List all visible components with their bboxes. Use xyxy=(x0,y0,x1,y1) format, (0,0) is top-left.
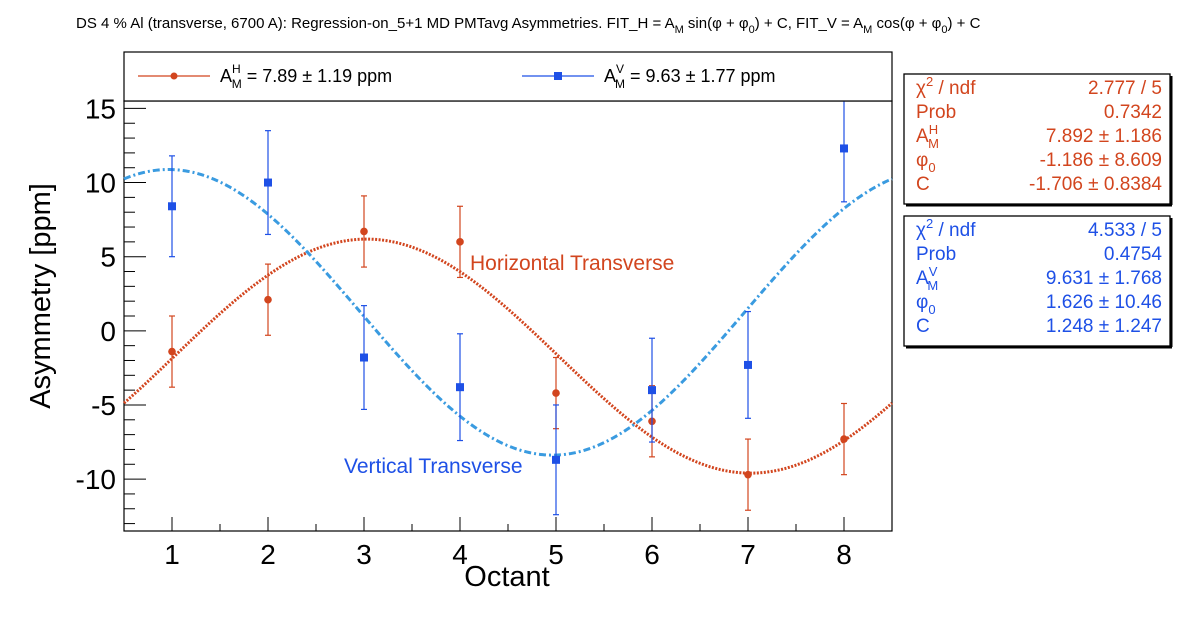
stats-label: C xyxy=(916,316,930,337)
fit-curve-horizontal xyxy=(123,237,893,475)
stats-value: 1.248 ± 1.247 xyxy=(1046,316,1162,337)
stats-label: φ0 xyxy=(916,292,936,317)
stats-box-v-frame xyxy=(903,215,1171,347)
chart-title: DS 4 % Al (transverse, 6700 A): Regressi… xyxy=(76,15,981,36)
stats-label: C xyxy=(916,174,930,195)
fit-curve-vertical xyxy=(123,168,893,457)
point-horizontal xyxy=(360,227,368,236)
point-vertical xyxy=(360,353,368,362)
legend-v-marker xyxy=(554,72,562,80)
y-tick-label: 15 xyxy=(85,93,116,124)
stats-value: 4.533 / 5 xyxy=(1088,220,1162,241)
y-tick-label: -5 xyxy=(91,390,116,421)
point-horizontal xyxy=(552,389,560,397)
stats-label: φ0 xyxy=(916,150,936,175)
stats-value: 0.7342 xyxy=(1104,102,1162,123)
stats-value: -1.706 ± 0.8384 xyxy=(1029,174,1162,195)
point-horizontal xyxy=(456,238,464,246)
point-vertical xyxy=(744,360,752,369)
x-tick-label: 3 xyxy=(356,539,372,570)
x-tick-label: 1 xyxy=(164,539,180,570)
stats-label: χ2 / ndf xyxy=(916,216,976,241)
x-axis-title: Octant xyxy=(464,561,549,593)
stats-value: 9.631 ± 1.768 xyxy=(1046,268,1162,289)
point-vertical xyxy=(840,144,848,153)
point-vertical xyxy=(264,178,272,187)
axes: 1 2 3 4 5 6 7 8 -10 -5 0 5 10 15 xyxy=(76,93,893,570)
x-tick-label: 8 xyxy=(836,539,852,570)
stats-label: χ2 / ndf xyxy=(916,74,976,99)
point-horizontal xyxy=(168,347,176,356)
stats-value: 0.4754 xyxy=(1104,244,1163,265)
annotation-horizontal: Horizontal Transverse xyxy=(470,252,674,275)
point-vertical xyxy=(648,386,656,395)
x-tick-label: 2 xyxy=(260,539,276,570)
x-tick-label: 6 xyxy=(644,539,660,570)
data-points xyxy=(168,94,848,516)
y-tick-label: 0 xyxy=(100,316,116,347)
legend-frame xyxy=(123,51,893,102)
stats-value: 7.892 ± 1.186 xyxy=(1046,126,1162,147)
legend-v-label: AV M = 9.63 ± 1.77 ppm xyxy=(604,62,776,91)
stats-box-vertical: χ2 / ndf 4.533 / 5 Prob 0.4754 AV M 9.631 ± 1.… xyxy=(903,215,1173,349)
stats-value: 2.777 / 5 xyxy=(1088,78,1162,99)
y-tick-label: -10 xyxy=(76,464,116,495)
legend: AH M = 7.89 ± 1.19 ppm AV M = 9.63 ± 1.77 … xyxy=(123,51,893,102)
point-horizontal xyxy=(744,470,752,479)
point-vertical xyxy=(552,455,560,464)
point-horizontal xyxy=(264,295,272,304)
stats-box-horizontal: χ2 / ndf 2.777 / 5 Prob 0.7342 AH M 7.892 ± 1.… xyxy=(903,73,1173,207)
point-vertical xyxy=(456,383,464,392)
annotation-vertical: Vertical Transverse xyxy=(344,455,523,478)
stats-value: 1.626 ± 10.46 xyxy=(1046,292,1162,313)
legend-h-label: AH M = 7.89 ± 1.19 ppm xyxy=(220,62,392,91)
stats-label: AV M xyxy=(916,264,938,293)
stats-label: Prob xyxy=(916,244,956,265)
y-tick-label: 10 xyxy=(85,168,116,199)
y-tick-label: 5 xyxy=(100,242,116,273)
fit-curves xyxy=(123,168,893,475)
x-tick-label: 5 xyxy=(548,539,564,570)
stats-box-h-frame xyxy=(903,73,1171,205)
legend-h-marker xyxy=(170,72,178,80)
stats-value: -1.186 ± 8.609 xyxy=(1040,150,1162,171)
x-tick-label: 7 xyxy=(740,539,756,570)
x-tick-label: 4 xyxy=(452,539,468,570)
y-axis-title: Asymmetry [ppm] xyxy=(25,183,57,409)
stats-label: Prob xyxy=(916,102,956,123)
point-horizontal xyxy=(840,435,848,443)
point-vertical xyxy=(168,202,176,211)
stats-label: AH M xyxy=(916,122,939,151)
